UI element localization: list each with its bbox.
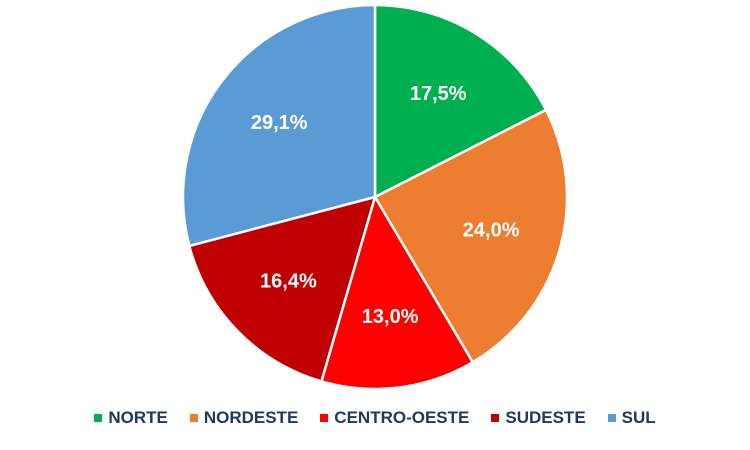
pie-slice-sul (181, 3, 377, 248)
pie-chart-svg: 17,5% 24,0% 13,0% 16,4% 29,1% (181, 3, 569, 391)
legend-swatch-norte (94, 414, 103, 422)
data-label-sul: 29,1% (251, 112, 308, 134)
pie-slice-centro-oeste (320, 195, 474, 391)
legend-item-norte: NORTE (94, 408, 168, 428)
legend-swatch-sul (607, 414, 616, 422)
pie-slices (181, 3, 569, 391)
legend-swatch-sudeste (491, 414, 500, 422)
pie-slice-norte (373, 3, 548, 199)
legend-item-nordeste: NORDESTE (189, 408, 299, 428)
pie-data-labels: 17,5% 24,0% 13,0% 16,4% 29,1% (251, 83, 520, 328)
pie-slice-sudeste (188, 195, 377, 383)
legend: NORTE NORDESTE CENTRO-OESTE SUDESTE SUL (0, 406, 750, 430)
legend-label-nordeste: NORDESTE (203, 408, 299, 427)
legend-swatch-nordeste (189, 414, 198, 422)
legend-item-centro-oeste: CENTRO-OESTE (320, 408, 469, 428)
data-label-nordeste: 24,0% (463, 220, 520, 242)
data-label-norte: 17,5% (410, 83, 467, 105)
pie-slice-nordeste (373, 108, 569, 364)
data-label-sudeste: 16,4% (260, 270, 317, 292)
data-label-centro-oeste: 13,0% (362, 306, 419, 328)
legend-label-sudeste: SUDESTE (505, 408, 586, 427)
legend-label-centro-oeste: CENTRO-OESTE (334, 408, 470, 427)
legend-label-norte: NORTE (108, 408, 168, 427)
legend-item-sudeste: SUDESTE (491, 408, 586, 428)
legend-label-sul: SUL (621, 408, 656, 427)
legend-swatch-centro-oeste (320, 414, 329, 422)
legend-item-sul: SUL (607, 408, 656, 428)
